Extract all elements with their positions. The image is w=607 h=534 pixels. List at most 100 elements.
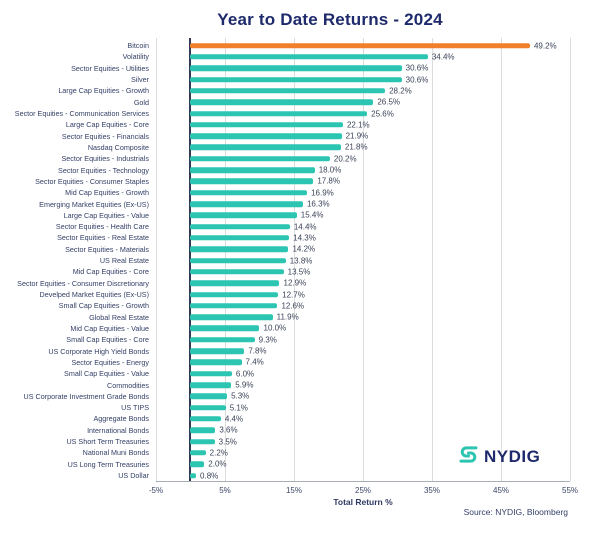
value-label: 14.3% [293,233,316,243]
category-label: Mid Cap Equities - Growth [65,188,149,198]
value-label: 11.9% [276,312,299,322]
category-label: Large Cap Equities - Core [65,120,149,130]
bar-row: Sector Equities - Health Care 14.4% [0,221,570,232]
bar-track: 16.9% [156,187,570,198]
x-tick-label: 35% [423,486,440,495]
bar-track: 16.3% [156,198,570,209]
value-label: 5.9% [235,380,254,390]
bar-row: Sector Equities - Utilities 30.6% [0,63,570,74]
bar-track: 18.0% [156,164,570,175]
category-label: Sector Equities - Financials [61,131,149,141]
category-label: Sector Equities - Industrials [61,154,150,164]
value-label: 26.5% [377,97,401,107]
nydig-logo-text: NYDIG [484,447,541,466]
value-label: 28.2% [389,86,412,96]
bar [190,472,196,479]
bar-track: 13.8% [156,255,570,266]
bar-row: Sector Equities - Industrials 20.2% [0,153,570,164]
bar-row: Sector Equities - Communication Services… [0,108,570,119]
bar-row: US Real Estate 13.8% [0,255,570,266]
bar-row: Nasdaq Composite 21.8% [0,142,570,153]
bar [190,393,228,400]
category-label: US TIPS [121,403,149,413]
x-tick-label: 45% [492,486,510,495]
x-tick-label: -5% [148,486,164,495]
value-label: 20.2% [333,154,357,164]
bar-track: 15.4% [156,210,570,221]
category-label: US Dollar [118,471,149,481]
category-label: Sector Equities - Materials [65,244,149,254]
bar [190,76,402,83]
bar-row: Silver 30.6% [0,74,570,85]
category-label: Sector Equities - Technology [58,165,149,175]
bar-row: Sector Equities - Consumer Discretionary… [0,278,570,289]
value-label: 4.4% [224,414,244,424]
bar [190,427,216,434]
gridline [156,38,157,481]
bar [190,269,284,275]
bar-track: 14.4% [156,221,570,232]
value-label: 49.2% [533,41,557,51]
bar-row: US Long Term Treasuries 2.0% [0,459,570,470]
bar-track: 10.0% [156,323,570,334]
bar-row: Mid Cap Equities - Growth 16.9% [0,187,570,198]
bar [190,133,342,139]
bar [190,257,286,264]
value-label: 12.9% [283,278,307,288]
bar [190,54,428,60]
bar [190,189,308,196]
bar-row: Large Cap Equities - Value 15.4% [0,210,570,221]
category-label: Bitcoin [127,41,149,51]
value-label: 5.1% [229,403,248,413]
bar [190,235,290,241]
bar-track: 30.6% [156,63,570,74]
category-label: Sector Equities - Energy [71,357,149,367]
value-label: 21.8% [344,142,368,152]
bar-track: 12.6% [156,300,570,311]
bar-row: US Corporate Investment Grade Bonds 5.3% [0,391,570,402]
category-label: Large Cap Equities - Growth [58,86,149,96]
nydig-logo-icon [457,443,480,471]
bar [190,303,278,309]
value-label: 9.3% [258,335,277,345]
bar-track: 11.9% [156,312,570,323]
value-label: 30.6% [405,63,429,73]
category-label: Sector Equities - Real Estate [57,233,149,243]
bar-row: Commodities 5.9% [0,379,570,390]
bar-row: US Corporate High Yield Bonds 7.8% [0,345,570,356]
category-label: International Bonds [87,425,149,435]
category-label: Sector Equities - Health Care [55,222,149,232]
category-label: Mid Cap Equities - Value [70,323,149,333]
bar [190,370,232,377]
bar-row: Mid Cap Equities - Value 10.0% [0,323,570,334]
value-label: 6.0% [235,369,255,379]
x-tick-label: 25% [354,486,372,495]
value-label: 14.4% [293,222,317,232]
x-tick-label: 55% [561,486,579,495]
bar [190,223,290,230]
bar-row: Sector Equities - Technology 18.0% [0,164,570,175]
x-axis-ticks: -5% 5% 15% 25% 35% 45% 55% [149,486,578,498]
bar-row: US Short Term Treasuries 3.5% [0,436,570,447]
bar-track: 34.4% [156,51,570,62]
bar-track: 21.8% [156,142,570,153]
value-label: 15.4% [300,210,324,220]
bar-track: 30.6% [156,74,570,85]
category-label: Sector Equities - Communication Services [14,109,149,119]
category-label: Commodities [107,380,149,390]
bar-track: 26.5% [156,97,570,108]
bar-rows: Bitcoin 49.2% Volatility 34.4% Sector Equiti… [0,40,570,481]
category-label: Emerging Market Equities (Ex-US) [39,199,149,209]
gridline [570,38,571,481]
bar-row: Small Cap Equities - Growth 12.6% [0,300,570,311]
bar-row: US TIPS 5.1% [0,402,570,413]
bar [190,404,226,411]
bar-track: 13.5% [156,266,570,277]
bar [190,450,206,456]
bar-row: Sector Equities - Financials 21.9% [0,131,570,142]
bar [190,212,297,219]
bar-track: 3.5% [156,436,570,447]
bar-track: 17.8% [156,176,570,187]
category-label: Volatility [122,52,149,62]
